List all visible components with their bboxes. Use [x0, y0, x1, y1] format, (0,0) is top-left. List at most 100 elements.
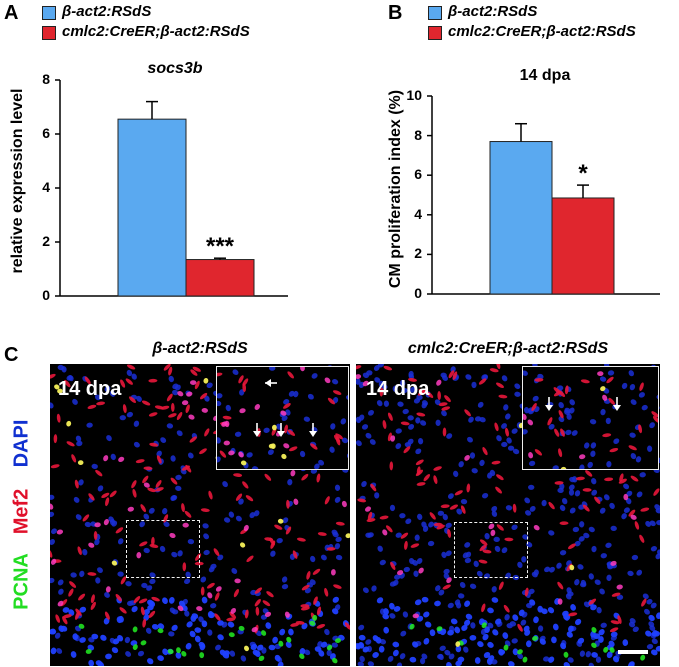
nucleus [435, 419, 441, 426]
nucleus [426, 391, 434, 398]
nucleus [137, 650, 145, 657]
nucleus [79, 637, 86, 643]
arrow-icon [545, 397, 553, 411]
nucleus [392, 385, 398, 392]
nucleus [482, 549, 492, 554]
nucleus [300, 367, 305, 372]
nucleus [50, 549, 53, 558]
nucleus [261, 630, 267, 636]
nucleus [466, 483, 471, 493]
nucleus [53, 434, 58, 444]
nucleus [365, 432, 372, 439]
stain-mef2-label: Mef2 [10, 488, 33, 535]
nucleus [97, 661, 105, 666]
nucleus [274, 654, 281, 662]
nucleus [146, 585, 153, 591]
nucleus [304, 649, 311, 656]
nucleus [652, 416, 658, 423]
nucleus [397, 401, 404, 407]
nucleus [50, 402, 54, 409]
nucleus [554, 481, 564, 485]
nucleus [238, 498, 244, 505]
nucleus [494, 422, 499, 432]
nucleus [245, 495, 254, 502]
bar-1 [551, 197, 615, 295]
zoom-region-box [126, 520, 200, 578]
nucleus [50, 494, 55, 500]
nucleus [548, 656, 555, 663]
nucleus [281, 583, 289, 590]
nucleus [649, 625, 656, 632]
nucleus [582, 488, 592, 492]
nucleus [331, 529, 338, 536]
nucleus [361, 480, 367, 488]
nucleus [136, 395, 142, 402]
nucleus [568, 612, 578, 617]
nucleus [402, 408, 409, 415]
inset-zoom-right [522, 366, 659, 470]
nucleus [605, 417, 611, 425]
nucleus [600, 622, 607, 628]
nucleus [577, 564, 584, 570]
nucleus [276, 537, 283, 544]
nucleus [479, 539, 488, 546]
nucleus [267, 449, 274, 456]
nucleus [395, 532, 402, 538]
legend-label-wt: β-act2:RSdS [62, 3, 152, 20]
nucleus [286, 499, 290, 509]
nucleus [279, 628, 286, 636]
chart-b-title: 14 dpa [519, 67, 571, 84]
nucleus [656, 612, 660, 620]
nucleus [523, 413, 527, 420]
nucleus [85, 649, 92, 654]
nucleus [568, 484, 575, 491]
nucleus [68, 609, 75, 616]
nucleus [126, 369, 133, 377]
nucleus [314, 463, 320, 469]
nucleus [482, 447, 488, 456]
nucleus [560, 642, 567, 650]
stain-labels: PCNA Mef2 DAPI [0, 380, 44, 630]
nucleus [141, 582, 148, 589]
panel-c-letter: C [4, 344, 19, 366]
nucleus [359, 655, 365, 663]
nucleus [56, 529, 64, 535]
nucleus [357, 498, 367, 503]
nucleus [264, 473, 272, 481]
nucleus [563, 662, 570, 666]
nucleus [176, 412, 183, 420]
nucleus [79, 606, 87, 613]
nucleus [441, 406, 451, 411]
nucleus [71, 454, 77, 463]
y-tick-label: 4 [42, 179, 50, 195]
nucleus [389, 504, 396, 512]
nucleus [605, 542, 612, 548]
nucleus [254, 598, 261, 607]
nucleus [551, 636, 557, 644]
nucleus [641, 404, 648, 411]
y-tick-label: 2 [42, 233, 50, 249]
nucleus [528, 484, 535, 490]
nucleus [547, 417, 553, 426]
inset-right-cells [523, 370, 658, 469]
nucleus [413, 570, 419, 577]
y-tick-label: 8 [414, 126, 422, 143]
nucleus [301, 622, 308, 630]
nucleus [445, 550, 452, 557]
nucleus [523, 370, 528, 376]
nucleus [511, 524, 518, 531]
nucleus [394, 574, 401, 580]
nucleus [498, 581, 504, 590]
nucleus [534, 378, 544, 382]
nucleus [600, 553, 607, 559]
nucleus [482, 633, 489, 641]
nucleus [590, 604, 597, 611]
nucleus [62, 616, 68, 625]
nucleus [242, 481, 249, 489]
nucleus [474, 657, 481, 664]
nucleus [548, 423, 555, 430]
nucleus [423, 611, 430, 618]
nucleus [399, 513, 406, 519]
nucleus [512, 503, 517, 513]
nucleus [616, 594, 624, 600]
